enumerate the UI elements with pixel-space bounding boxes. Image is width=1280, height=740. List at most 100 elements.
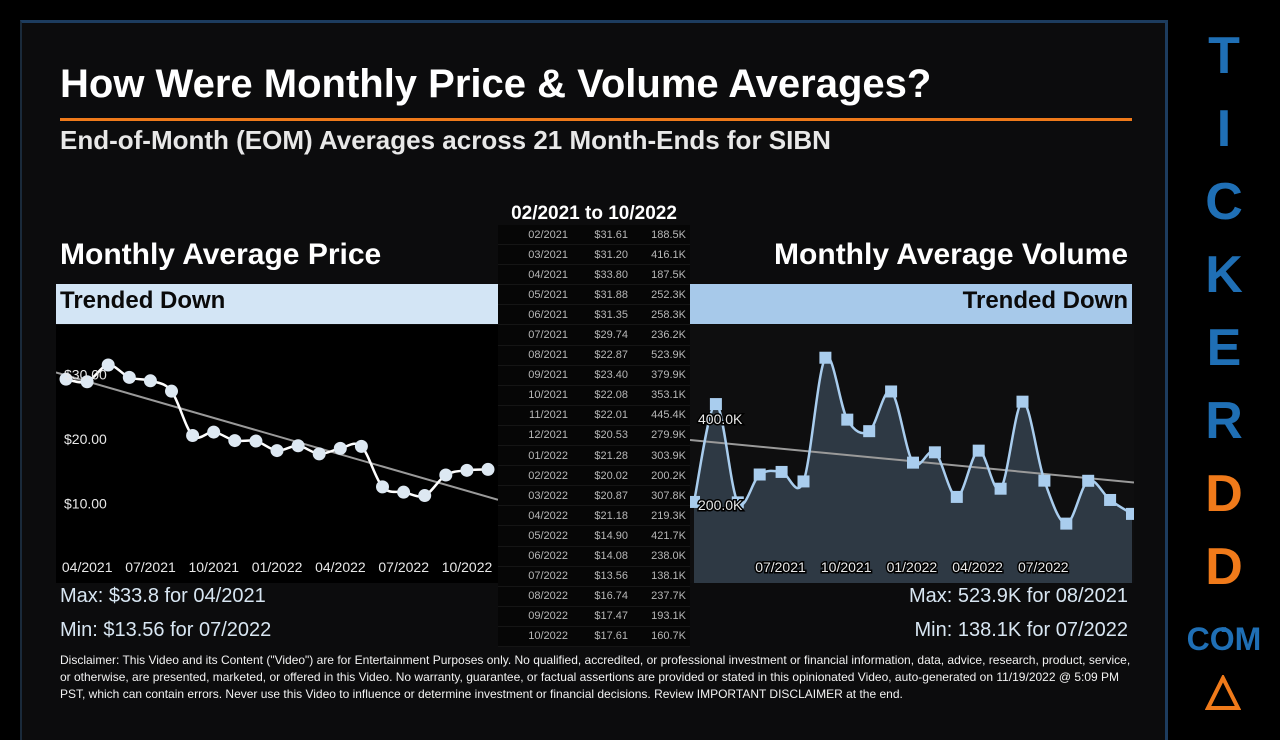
price-cell: $22.08: [594, 389, 628, 402]
x-tick-label: 07/2021: [755, 559, 806, 575]
table-row: 06/2022 $14.08 238.0K: [498, 547, 690, 567]
data-table: 02/2021 $31.61 188.5K 03/2021 $31.20 416.1K 04…: [498, 225, 690, 647]
data-point: [291, 439, 305, 453]
data-point: [841, 413, 854, 426]
x-tick-label: 10/2022: [442, 559, 493, 575]
month-cell: 02/2021: [528, 228, 568, 241]
month-cell: 02/2022: [528, 469, 568, 482]
logo-letter: R: [1205, 392, 1243, 450]
volume-cell: 219.3K: [651, 509, 686, 522]
price-cell: $31.61: [594, 228, 628, 241]
table-row: 09/2021 $23.40 379.9K: [498, 366, 690, 386]
price-cell: $33.80: [594, 268, 628, 281]
table-row: 04/2022 $21.18 219.3K: [498, 506, 690, 527]
table-row: 06/2021 $31.35 258.3K: [498, 305, 690, 326]
price-cell: $16.74: [594, 590, 628, 603]
x-tick-label: 07/2022: [378, 559, 429, 575]
table-row: 10/2021 $22.08 353.1K: [498, 386, 690, 406]
table-row: 12/2021 $20.53 279.9K: [498, 426, 690, 447]
data-point: [207, 425, 221, 439]
table-row: 08/2022 $16.74 237.7K: [498, 587, 690, 607]
volume-cell: 445.4K: [651, 409, 686, 422]
month-cell: 05/2022: [528, 529, 568, 542]
data-point: [439, 468, 453, 482]
month-cell: 07/2021: [528, 329, 568, 342]
volume-cell: 303.9K: [651, 449, 686, 462]
volume-trend-band: Trended Down: [690, 284, 1132, 324]
volume-min: Min: 138.1K for 07/2022: [914, 619, 1128, 641]
price-cell: $17.61: [594, 630, 628, 643]
volume-max: Max: 523.9K for 08/2021: [908, 585, 1128, 607]
logo-letter: T: [1208, 27, 1240, 85]
data-point: [797, 475, 810, 488]
month-cell: 06/2021: [528, 308, 568, 321]
data-point: [481, 462, 495, 476]
month-cell: 04/2021: [528, 268, 568, 281]
logo-letter: I: [1216, 100, 1232, 158]
price-cell: $31.88: [594, 288, 628, 301]
table-row: 09/2022 $17.47 193.1K: [498, 607, 690, 627]
data-point: [312, 447, 326, 461]
disclaimer: Disclaimer: This Video and its Content (…: [60, 653, 1131, 701]
x-tick-label: 04/2022: [315, 559, 366, 575]
month-cell: 09/2021: [528, 369, 568, 382]
data-point: [101, 358, 115, 372]
volume-cell: 193.1K: [651, 610, 686, 623]
month-cell: 01/2022: [528, 449, 568, 462]
price-cell: $20.87: [594, 489, 628, 502]
logo-letter: K: [1205, 246, 1243, 304]
volume-cell: 236.2K: [651, 329, 686, 342]
table-row: 03/2021 $31.20 416.1K: [498, 245, 690, 266]
trendline: [56, 371, 498, 501]
table-title: 02/2021 to 10/2022: [511, 203, 677, 224]
price-cell: $31.35: [594, 308, 628, 321]
data-point: [1060, 517, 1073, 530]
table-row: 08/2021 $22.87 523.9K: [498, 346, 690, 366]
price-heading: Monthly Average Price: [60, 238, 382, 271]
data-point: [690, 495, 700, 508]
price-cell: $21.28: [594, 449, 628, 462]
data-point: [228, 434, 242, 448]
table-row: 04/2021 $33.80 187.5K: [498, 265, 690, 286]
data-point: [80, 375, 94, 389]
data-point: [950, 490, 963, 503]
volume-chart: 200.0K 400.0K 07/2021 10/2021 01/2022 04/2022…: [690, 325, 1134, 583]
data-point: [249, 434, 263, 448]
data-point: [333, 441, 347, 455]
data-point: [863, 425, 876, 438]
slide-subtitle: End-of-Month (EOM) Averages across 21 Mo…: [60, 125, 831, 155]
table-row: 02/2022 $20.02 200.2K: [498, 466, 690, 487]
price-cell: $14.08: [594, 550, 628, 563]
price-chart: $10.00 $20.00 $30.00 04/2021 07/2021 10/2021 0…: [56, 325, 498, 583]
price-cell: $22.87: [594, 349, 628, 362]
data-point: [1126, 507, 1134, 520]
data-point: [928, 446, 941, 459]
month-cell: 07/2022: [528, 570, 568, 583]
volume-cell: 188.5K: [651, 228, 686, 241]
data-point: [143, 374, 157, 388]
data-point: [460, 463, 474, 477]
x-tick-label: 01/2022: [887, 559, 938, 575]
table-row: 05/2021 $31.88 252.3K: [498, 285, 690, 306]
y-tick-label: 200.0K: [698, 497, 743, 513]
title-divider: [60, 118, 1132, 121]
x-tick-label: 01/2022: [252, 559, 303, 575]
volume-cell: 187.5K: [651, 268, 686, 281]
table-row: 02/2021 $31.61 188.5K: [498, 225, 690, 246]
data-point: [731, 496, 744, 509]
data-point: [354, 439, 368, 453]
data-point: [1038, 474, 1051, 487]
x-tick-label: 04/2021: [62, 559, 113, 575]
data-point: [994, 482, 1007, 495]
table-row: 10/2022 $17.61 160.7K: [498, 627, 690, 647]
price-cell: $31.20: [594, 248, 628, 261]
logo-letter: E: [1206, 319, 1242, 377]
table-row: 07/2022 $13.56 138.1K: [498, 567, 690, 587]
volume-cell: 160.7K: [651, 630, 686, 643]
month-cell: 10/2021: [528, 389, 568, 402]
volume-cell: 238.0K: [651, 550, 686, 563]
volume-cell: 279.9K: [651, 429, 686, 442]
data-point: [59, 372, 73, 386]
table-row: 07/2021 $29.74 236.2K: [498, 325, 690, 346]
data-point: [397, 485, 411, 499]
